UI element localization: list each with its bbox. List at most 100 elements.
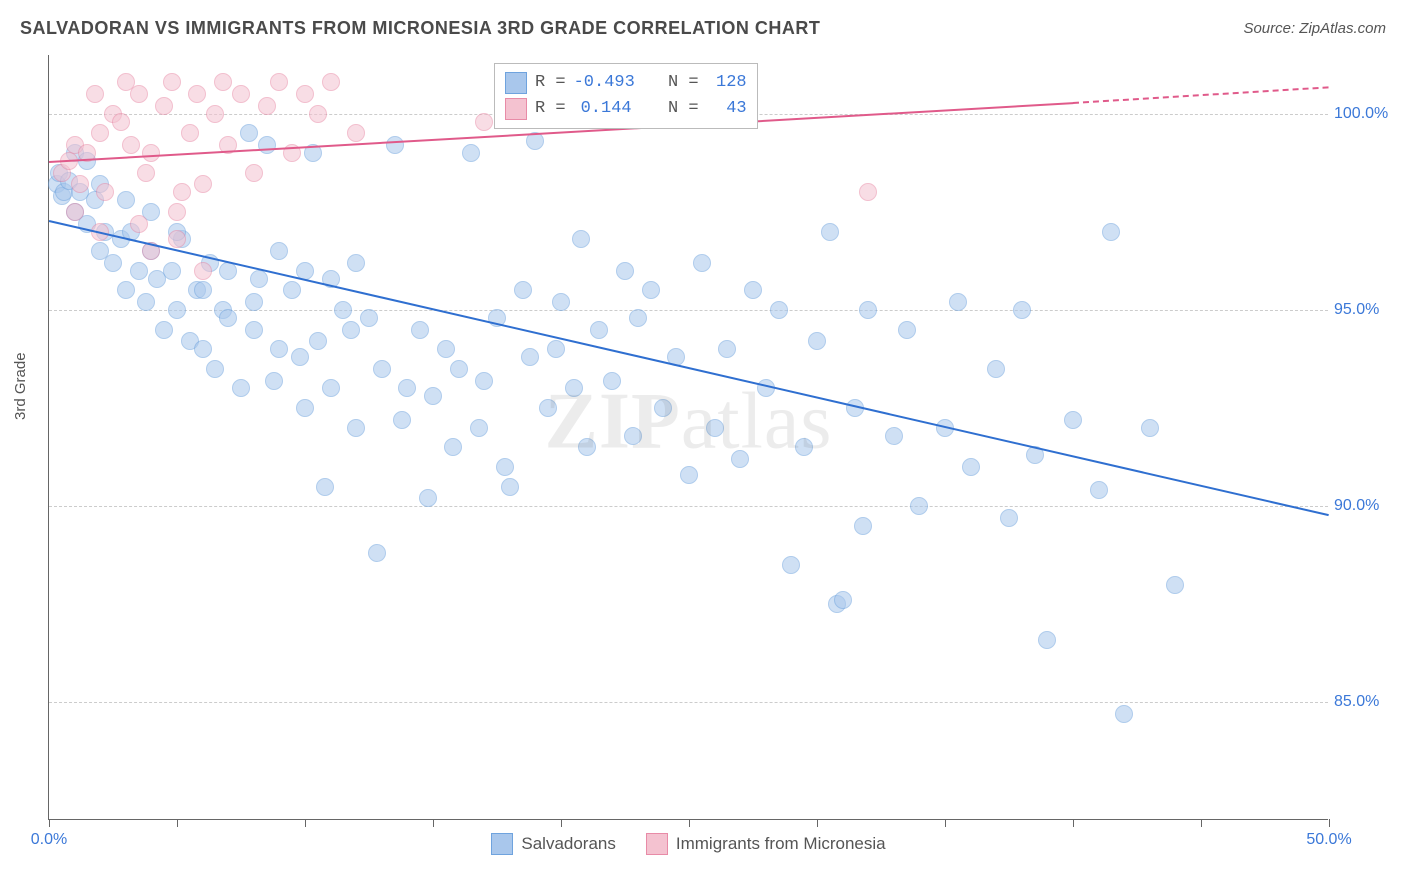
chart-area: 85.0%90.0%95.0%100.0%0.0%50.0% ZIPatlas … xyxy=(48,55,1328,820)
x-tick xyxy=(1073,819,1074,827)
data-point xyxy=(603,372,621,390)
data-point xyxy=(437,340,455,358)
bottom-legend-swatch xyxy=(491,833,513,855)
data-point xyxy=(859,183,877,201)
y-tick-label: 90.0% xyxy=(1334,497,1398,515)
bottom-legend-label: Salvadorans xyxy=(521,834,616,854)
data-point xyxy=(419,489,437,507)
x-tick xyxy=(1329,819,1330,827)
data-point xyxy=(910,497,928,515)
data-point xyxy=(130,85,148,103)
data-point xyxy=(142,144,160,162)
x-tick xyxy=(817,819,818,827)
data-point xyxy=(373,360,391,378)
chart-title: SALVADORAN VS IMMIGRANTS FROM MICRONESIA… xyxy=(20,18,820,39)
legend-n-label: N = xyxy=(668,96,699,122)
plot-area: 85.0%90.0%95.0%100.0%0.0%50.0% xyxy=(49,55,1328,819)
data-point xyxy=(347,419,365,437)
source-label: Source: ZipAtlas.com xyxy=(1243,20,1386,37)
data-point xyxy=(770,301,788,319)
data-point xyxy=(565,379,583,397)
data-point xyxy=(731,450,749,468)
data-point xyxy=(1038,631,1056,649)
data-point xyxy=(834,591,852,609)
data-point xyxy=(1141,419,1159,437)
x-tick xyxy=(49,819,50,827)
data-point xyxy=(296,85,314,103)
bottom-legend: Salvadorans Immigrants from Micronesia xyxy=(49,833,1328,855)
data-point xyxy=(347,124,365,142)
data-point xyxy=(91,124,109,142)
legend-r-label: R = xyxy=(535,96,566,122)
data-point xyxy=(1102,223,1120,241)
x-tick xyxy=(561,819,562,827)
data-point xyxy=(949,293,967,311)
gridline-h xyxy=(49,506,1328,507)
data-point xyxy=(572,230,590,248)
gridline-h xyxy=(49,702,1328,703)
data-point xyxy=(411,321,429,339)
data-point xyxy=(245,293,263,311)
data-point xyxy=(122,136,140,154)
bottom-legend-item: Salvadorans xyxy=(491,833,616,855)
data-point xyxy=(309,105,327,123)
data-point xyxy=(885,427,903,445)
y-axis-label: 3rd Grade xyxy=(12,352,29,420)
data-point xyxy=(680,466,698,484)
data-point xyxy=(168,203,186,221)
data-point xyxy=(71,175,89,193)
data-point xyxy=(462,144,480,162)
data-point xyxy=(693,254,711,272)
correlation-legend: R =-0.493 N =128R =0.144 N =43 xyxy=(494,63,758,129)
data-point xyxy=(552,293,570,311)
data-point xyxy=(130,215,148,233)
data-point xyxy=(334,301,352,319)
data-point xyxy=(578,438,596,456)
data-point xyxy=(130,262,148,280)
data-point xyxy=(194,281,212,299)
y-tick-label: 85.0% xyxy=(1334,693,1398,711)
trend-line xyxy=(1073,86,1329,104)
data-point xyxy=(1000,509,1018,527)
data-point xyxy=(194,175,212,193)
data-point xyxy=(232,85,250,103)
data-point xyxy=(137,293,155,311)
data-point xyxy=(250,270,268,288)
data-point xyxy=(590,321,608,339)
data-point xyxy=(163,262,181,280)
data-point xyxy=(962,458,980,476)
data-point xyxy=(782,556,800,574)
legend-r-label: R = xyxy=(535,70,566,96)
data-point xyxy=(642,281,660,299)
data-point xyxy=(654,399,672,417)
data-point xyxy=(283,281,301,299)
data-point xyxy=(168,301,186,319)
data-point xyxy=(181,124,199,142)
x-tick xyxy=(945,819,946,827)
data-point xyxy=(168,230,186,248)
data-point xyxy=(214,73,232,91)
data-point xyxy=(795,438,813,456)
data-point xyxy=(265,372,283,390)
legend-row: R =-0.493 N =128 xyxy=(505,70,747,96)
data-point xyxy=(854,517,872,535)
data-point xyxy=(206,360,224,378)
data-point xyxy=(616,262,634,280)
data-point xyxy=(706,419,724,437)
data-point xyxy=(624,427,642,445)
data-point xyxy=(1064,411,1082,429)
data-point xyxy=(342,321,360,339)
data-point xyxy=(744,281,762,299)
data-point xyxy=(117,191,135,209)
data-point xyxy=(360,309,378,327)
legend-n-value: 128 xyxy=(707,70,747,96)
data-point xyxy=(270,73,288,91)
data-point xyxy=(859,301,877,319)
data-point xyxy=(232,379,250,397)
bottom-legend-label: Immigrants from Micronesia xyxy=(676,834,886,854)
data-point xyxy=(270,340,288,358)
data-point xyxy=(398,379,416,397)
data-point xyxy=(219,309,237,327)
data-point xyxy=(245,164,263,182)
data-point xyxy=(521,348,539,366)
